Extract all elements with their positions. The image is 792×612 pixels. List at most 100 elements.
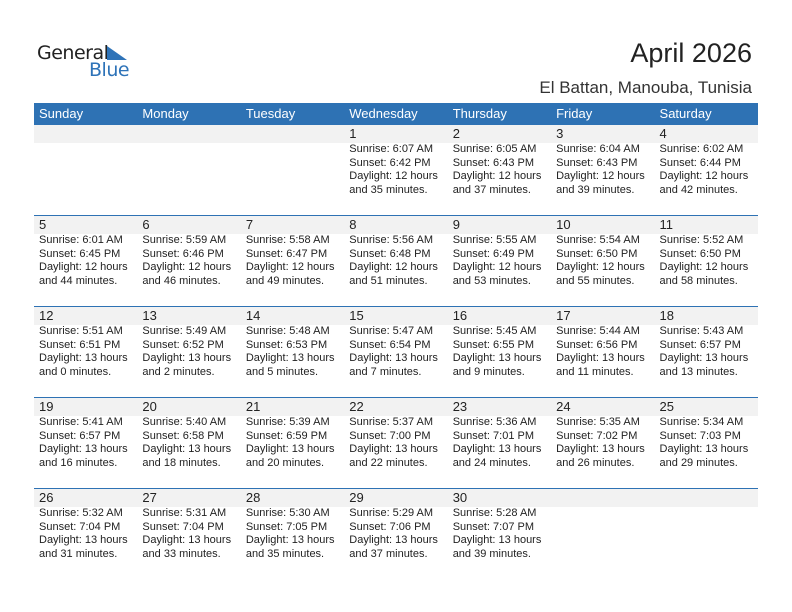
minutes-text: and 39 minutes. — [556, 183, 635, 196]
sunset-text: Sunset: 6:53 PM — [245, 338, 328, 351]
sunset-text: Sunset: 7:04 PM — [142, 520, 224, 533]
day-number-band — [34, 216, 758, 234]
daylight-text: Daylight: 13 hours — [245, 352, 335, 364]
weekday-wednesday: Wednesday — [349, 106, 418, 121]
day-cell: 30 Sunrise: 5:28 AM Sunset: 7:07 PM Dayligh… — [448, 489, 551, 561]
sunset-text: Sunset: 6:55 PM — [452, 338, 535, 351]
daylight-text: Daylight: 13 hours — [556, 352, 645, 364]
sunset-text: Sunset: 6:48 PM — [349, 247, 431, 260]
day-cell: 27 Sunrise: 5:31 AM Sunset: 7:04 PM Dayligh… — [137, 489, 240, 561]
day-number: 11 — [659, 217, 674, 232]
sunset-text: Sunset: 7:02 PM — [556, 429, 638, 442]
minutes-text: and 13 minutes. — [659, 365, 738, 378]
sunrise-text: Sunrise: 5:37 AM — [349, 416, 434, 428]
day-number: 19 — [39, 399, 54, 414]
day-cell: 14 Sunrise: 5:48 AM Sunset: 6:53 PM Dayligh… — [241, 307, 344, 379]
daylight-text: Daylight: 13 hours — [349, 534, 438, 546]
calendar-grid: Sunday Monday Tuesday Wednesday Thursday Frid… — [34, 103, 758, 579]
daylight-text: Daylight: 12 hours — [452, 170, 542, 182]
sunrise-text: Sunrise: 6:02 AM — [659, 143, 744, 155]
daylight-text: Daylight: 12 hours — [452, 261, 542, 273]
minutes-text: and 20 minutes. — [245, 456, 325, 469]
day-cell: 26 Sunrise: 5:32 AM Sunset: 7:04 PM Dayligh… — [34, 489, 137, 561]
minutes-text: and 0 minutes. — [39, 365, 112, 378]
weekday-sunday: Sunday — [39, 106, 84, 121]
day-number: 22 — [349, 399, 364, 414]
day-number-band — [34, 398, 758, 416]
minutes-text: and 46 minutes. — [142, 274, 221, 287]
daylight-text: Daylight: 13 hours — [142, 352, 232, 364]
daylight-text: Daylight: 12 hours — [349, 170, 438, 182]
daylight-text: Daylight: 12 hours — [659, 261, 749, 273]
day-number: 6 — [142, 217, 150, 232]
daylight-text: Daylight: 13 hours — [452, 443, 542, 455]
daylight-text: Daylight: 12 hours — [245, 261, 335, 273]
day-number: 10 — [556, 217, 571, 232]
logo-blue: Blue — [89, 59, 130, 81]
day-number: 21 — [245, 399, 261, 414]
sunset-text: Sunset: 6:57 PM — [39, 429, 121, 442]
minutes-text: and 58 minutes. — [659, 274, 738, 287]
day-cell: 16 Sunrise: 5:45 AM Sunset: 6:55 PM Dayligh… — [448, 307, 551, 379]
daylight-text: Daylight: 13 hours — [39, 352, 128, 364]
day-number: 30 — [452, 490, 468, 505]
day-number: 16 — [452, 308, 468, 323]
day-cell: 20 Sunrise: 5:40 AM Sunset: 6:58 PM Dayligh… — [137, 398, 240, 470]
minutes-text: and 7 minutes. — [349, 365, 422, 378]
daylight-text: Daylight: 12 hours — [142, 261, 232, 273]
daylight-text: Daylight: 13 hours — [349, 443, 438, 455]
page-title: April 2026 — [630, 38, 752, 68]
sunset-text: Sunset: 7:00 PM — [349, 429, 431, 442]
day-cell: 15 Sunrise: 5:47 AM Sunset: 6:54 PM Dayligh… — [344, 307, 447, 379]
minutes-text: and 5 minutes. — [245, 365, 318, 378]
sunrise-text: Sunrise: 5:34 AM — [659, 416, 744, 428]
sunrise-text: Sunrise: 5:30 AM — [245, 507, 330, 519]
weekday-thursday: Thursday — [452, 106, 507, 121]
day-number: 2 — [452, 126, 460, 141]
weekday-monday: Monday — [142, 106, 189, 121]
sunset-text: Sunset: 6:46 PM — [142, 247, 224, 260]
week-row: 19 Sunrise: 5:41 AM Sunset: 6:57 PM Dayligh… — [34, 397, 758, 488]
day-cell: 2 Sunrise: 6:05 AM Sunset: 6:43 PM Daylight… — [448, 125, 551, 197]
sunrise-text: Sunrise: 5:55 AM — [452, 234, 537, 246]
day-number-band — [34, 125, 758, 143]
weekday-friday: Friday — [556, 106, 593, 121]
sunset-text: Sunset: 6:43 PM — [556, 156, 638, 169]
day-cell: 29 Sunrise: 5:29 AM Sunset: 7:06 PM Dayligh… — [344, 489, 447, 561]
daylight-text: Daylight: 13 hours — [349, 352, 438, 364]
sunset-text: Sunset: 6:47 PM — [245, 247, 328, 260]
sunrise-text: Sunrise: 5:31 AM — [142, 507, 227, 519]
sunrise-text: Sunrise: 5:32 AM — [39, 507, 123, 519]
day-number: 13 — [142, 308, 157, 323]
sunset-text: Sunset: 6:43 PM — [452, 156, 535, 169]
day-number: 25 — [659, 399, 674, 414]
day-cell: 12 Sunrise: 5:51 AM Sunset: 6:51 PM Dayligh… — [34, 307, 137, 379]
day-cell: 23 Sunrise: 5:36 AM Sunset: 7:01 PM Dayligh… — [448, 398, 551, 470]
day-cell: 3 Sunrise: 6:04 AM Sunset: 6:43 PM Daylight… — [551, 125, 654, 197]
minutes-text: and 44 minutes. — [39, 274, 118, 287]
sunrise-text: Sunrise: 5:56 AM — [349, 234, 434, 246]
day-number: 14 — [245, 308, 261, 323]
sunset-text: Sunset: 6:58 PM — [142, 429, 224, 442]
daylight-text: Daylight: 13 hours — [659, 352, 749, 364]
day-number: 17 — [556, 308, 571, 323]
day-cell: 11 Sunrise: 5:52 AM Sunset: 6:50 PM Dayligh… — [655, 216, 758, 288]
empty-cell — [241, 125, 344, 197]
daylight-text: Daylight: 12 hours — [556, 170, 645, 182]
day-cell: 19 Sunrise: 5:41 AM Sunset: 6:57 PM Dayligh… — [34, 398, 137, 470]
minutes-text: and 22 minutes. — [349, 456, 428, 469]
sunrise-text: Sunrise: 5:39 AM — [245, 416, 330, 428]
minutes-text: and 55 minutes. — [556, 274, 635, 287]
day-cell: 18 Sunrise: 5:43 AM Sunset: 6:57 PM Dayligh… — [655, 307, 758, 379]
minutes-text: and 37 minutes. — [452, 183, 531, 196]
day-cell: 1 Sunrise: 6:07 AM Sunset: 6:42 PM Daylight… — [344, 125, 447, 197]
day-number: 12 — [39, 308, 54, 323]
sunrise-text: Sunrise: 5:29 AM — [349, 507, 434, 519]
sunset-text: Sunset: 6:49 PM — [452, 247, 535, 260]
minutes-text: and 16 minutes. — [39, 456, 118, 469]
logo-general: General — [37, 42, 109, 64]
day-cell: 7 Sunrise: 5:58 AM Sunset: 6:47 PM Daylight… — [241, 216, 344, 288]
day-number: 8 — [349, 217, 357, 232]
day-number: 28 — [245, 490, 261, 505]
sunset-text: Sunset: 6:57 PM — [659, 338, 741, 351]
